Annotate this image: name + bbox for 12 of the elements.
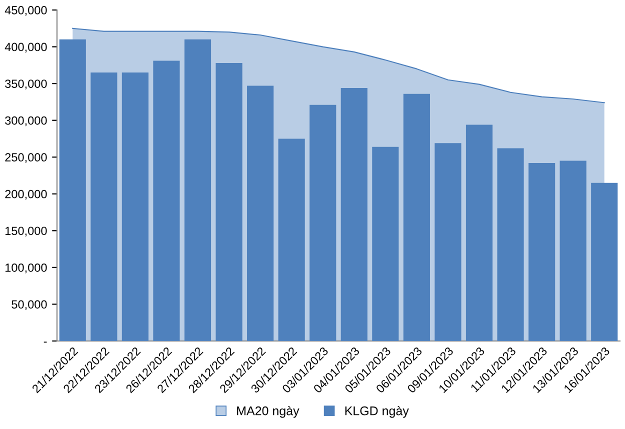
- y-tick-label: 100,000: [6, 263, 47, 274]
- y-tick-label: 150,000: [6, 226, 47, 236]
- y-tick-label: 300,000: [5, 116, 47, 126]
- y-tick-label: 250,000: [5, 153, 47, 163]
- legend-label: MA20 ngày: [237, 406, 300, 418]
- y-tick-label: 400,000: [4, 42, 47, 53]
- y-tick-label: 200,000: [5, 190, 47, 200]
- y-tick-label: -: [44, 342, 47, 343]
- legend-label: KLGD ngày: [345, 406, 409, 418]
- y-tick-label: 450,000: [4, 6, 47, 16]
- y-tick-label: 350,000: [5, 80, 47, 90]
- y-tick-label: 50,000: [12, 300, 47, 310]
